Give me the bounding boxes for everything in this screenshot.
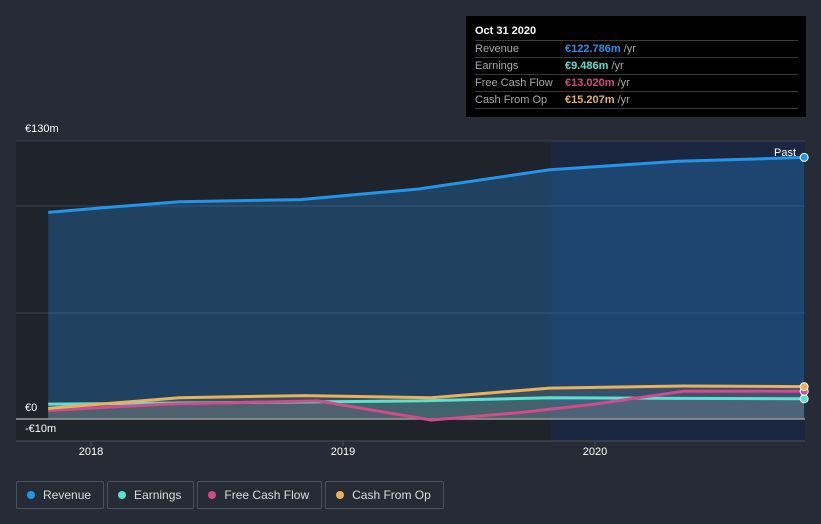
tooltip-row-earnings: Earnings €9.486m /yr bbox=[475, 57, 798, 74]
dot-icon bbox=[336, 491, 345, 499]
dot-icon bbox=[27, 491, 35, 499]
tooltip-unit: /yr bbox=[620, 43, 636, 55]
past-label: Past bbox=[774, 147, 797, 159]
tooltip-label: Earnings bbox=[475, 60, 519, 72]
legend-label: Free Cash Flow bbox=[224, 488, 310, 502]
endpoint-earnings bbox=[799, 394, 809, 404]
area-cash-from-op bbox=[48, 385, 805, 419]
tooltip-label: Free Cash Flow bbox=[475, 77, 553, 89]
line-revenue bbox=[48, 155, 805, 214]
endpoint-cash-from-op bbox=[799, 382, 809, 392]
line-free-cash-flow bbox=[48, 389, 805, 422]
legend-cash-from-op[interactable]: Cash From Op bbox=[325, 481, 444, 509]
legend-earnings[interactable]: Earnings bbox=[107, 481, 195, 509]
tooltip-row-fcf: Free Cash Flow €13.020m /yr bbox=[475, 74, 798, 91]
dot-icon bbox=[208, 491, 217, 499]
y-tick-label: €130m bbox=[25, 123, 59, 135]
tooltip-value: €13.020m bbox=[565, 77, 615, 89]
tooltip-date: Oct 31 2020 bbox=[475, 25, 537, 37]
tooltip-row-revenue: Revenue €122.786m /yr bbox=[475, 40, 798, 57]
legend-free-cash-flow[interactable]: Free Cash Flow bbox=[197, 481, 323, 509]
legend-label: Revenue bbox=[43, 488, 92, 502]
plot-background bbox=[16, 141, 551, 441]
y-tick-label: -€10m bbox=[25, 423, 57, 435]
tooltip-value: €15.207m bbox=[565, 94, 615, 106]
tooltip-value: €9.486m bbox=[565, 60, 609, 72]
tooltip-value: €122.786m bbox=[565, 43, 621, 55]
y-tick-label: €0 bbox=[25, 402, 38, 414]
legend-revenue[interactable]: Revenue bbox=[16, 481, 105, 509]
area-free-cash-flow bbox=[48, 391, 805, 421]
line-cash-from-op bbox=[48, 384, 805, 410]
x-tick-label: 2018 bbox=[78, 446, 104, 458]
area-revenue bbox=[48, 157, 805, 419]
x-tick-label: 2019 bbox=[330, 446, 356, 458]
legend-label: Earnings bbox=[134, 488, 182, 502]
tooltip-label: Cash From Op bbox=[475, 94, 548, 106]
endpoint-revenue bbox=[799, 152, 809, 162]
tooltip-unit: /yr bbox=[614, 77, 630, 89]
dot-icon bbox=[118, 491, 127, 499]
tooltip-label: Revenue bbox=[475, 43, 520, 55]
tooltip-unit: /yr bbox=[614, 94, 630, 106]
x-tick-label: 2020 bbox=[582, 446, 608, 458]
legend-label: Cash From Op bbox=[352, 488, 431, 502]
tooltip-row-cfo: Cash From Op €15.207m /yr bbox=[475, 91, 798, 109]
legend: Revenue Earnings Free Cash Flow Cash Fro… bbox=[16, 481, 444, 509]
tooltip: Oct 31 2020 Revenue €122.786m /yr Earning… bbox=[466, 16, 806, 117]
tooltip-unit: /yr bbox=[608, 60, 624, 72]
